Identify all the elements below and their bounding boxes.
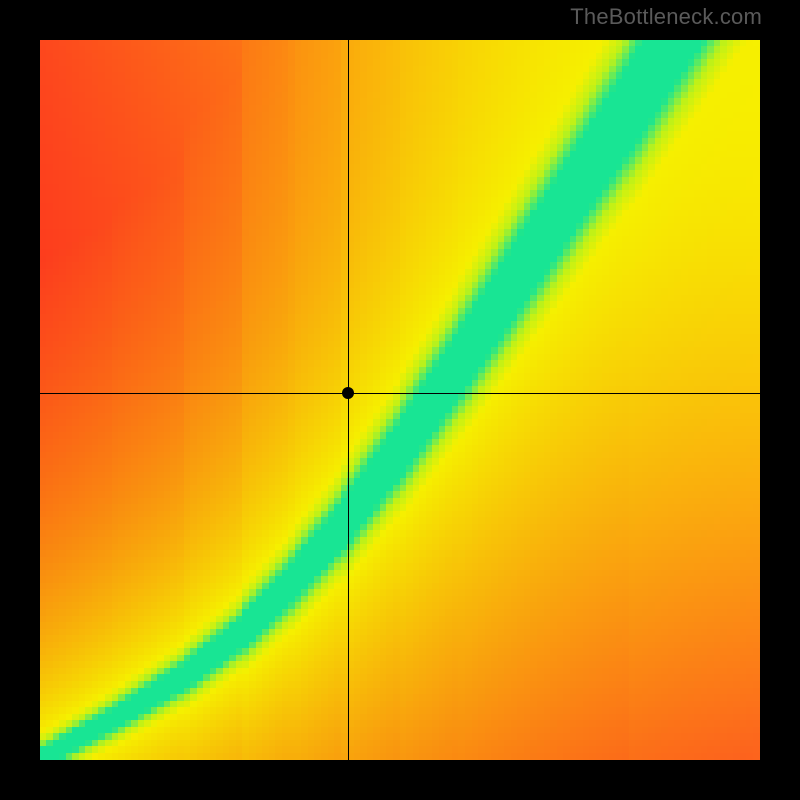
watermark-text: TheBottleneck.com (570, 4, 762, 30)
heatmap-plot (40, 40, 760, 760)
root-container: TheBottleneck.com (0, 0, 800, 800)
heatmap-canvas (40, 40, 760, 760)
